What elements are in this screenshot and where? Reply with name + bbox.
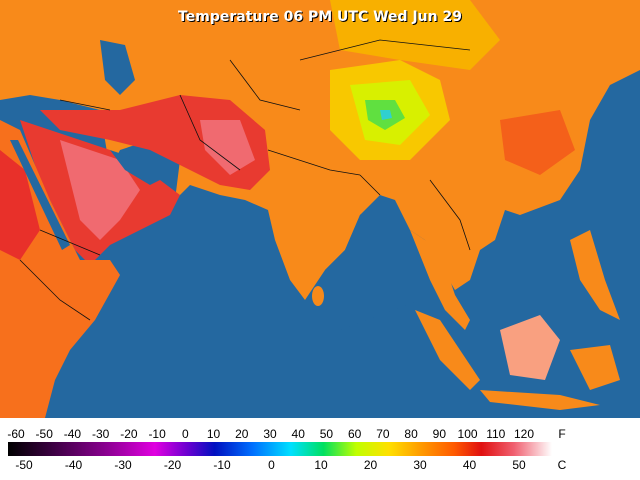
china-warm — [500, 110, 575, 175]
map-title: Temperature 06 PM UTC Wed Jun 29 — [178, 9, 462, 25]
tibet-peak — [380, 110, 392, 120]
fahrenheit-label: -50 — [36, 427, 54, 441]
fahrenheit-unit: F — [558, 427, 565, 441]
fahrenheit-label: -40 — [64, 427, 82, 441]
fahrenheit-label: -30 — [92, 427, 110, 441]
pakistan-hot — [200, 120, 255, 175]
malay — [410, 230, 470, 330]
borders — [19, 39, 471, 321]
philippines — [570, 230, 620, 320]
celsius-unit: C — [558, 458, 567, 472]
celsius-label: 40 — [463, 458, 477, 472]
celsius-label: 0 — [268, 458, 275, 472]
fahrenheit-label: -20 — [120, 427, 138, 441]
fahrenheit-label: 80 — [404, 427, 418, 441]
fahrenheit-label: -60 — [7, 427, 25, 441]
fahrenheit-label: 20 — [235, 427, 249, 441]
borneo — [500, 315, 560, 380]
fahrenheit-label: 90 — [433, 427, 447, 441]
celsius-label: 50 — [512, 458, 526, 472]
title-shadow: Temperature 06 PM UTC Wed Jun 29 — [179, 10, 463, 26]
fahrenheit-label: 30 — [263, 427, 277, 441]
fahrenheit-label: 100 — [458, 427, 478, 441]
fahrenheit-label: 10 — [207, 427, 221, 441]
fahrenheit-label: 50 — [320, 427, 334, 441]
celsius-label: -20 — [164, 458, 182, 472]
sumatra — [415, 310, 480, 390]
bay — [325, 200, 420, 330]
iran-pakistan — [40, 95, 270, 190]
arabia-hot — [60, 140, 140, 240]
fahrenheit-label: 70 — [376, 427, 390, 441]
fahrenheit-label: 40 — [292, 427, 306, 441]
asia-land — [0, 0, 640, 300]
celsius-label: 10 — [314, 458, 328, 472]
celsius-label: -10 — [213, 458, 231, 472]
fahrenheit-label: 110 — [486, 427, 505, 441]
red-sea — [10, 140, 70, 250]
map — [0, 0, 640, 418]
celsius-label: 20 — [364, 458, 378, 472]
fahrenheit-label: 0 — [182, 427, 189, 441]
fahrenheit-label: 120 — [514, 427, 534, 441]
fahrenheit-label: -10 — [148, 427, 166, 441]
mongolia — [330, 0, 500, 70]
africa-hot — [0, 150, 40, 260]
color-scale — [8, 442, 552, 456]
celsius-label: -40 — [65, 458, 83, 472]
celsius-label: 30 — [413, 458, 427, 472]
java — [480, 390, 600, 410]
sri-lanka — [312, 286, 324, 306]
caspian — [100, 40, 135, 95]
legend: F C -60 -50 -40 -30 -20 -10 0 10 20 30 40 50 60 70 80 9… — [0, 418, 640, 480]
celsius-label: -50 — [15, 458, 33, 472]
gulf — [110, 150, 160, 185]
celsius-label: -30 — [114, 458, 132, 472]
sulawesi — [570, 345, 620, 390]
fahrenheit-label: 60 — [348, 427, 362, 441]
